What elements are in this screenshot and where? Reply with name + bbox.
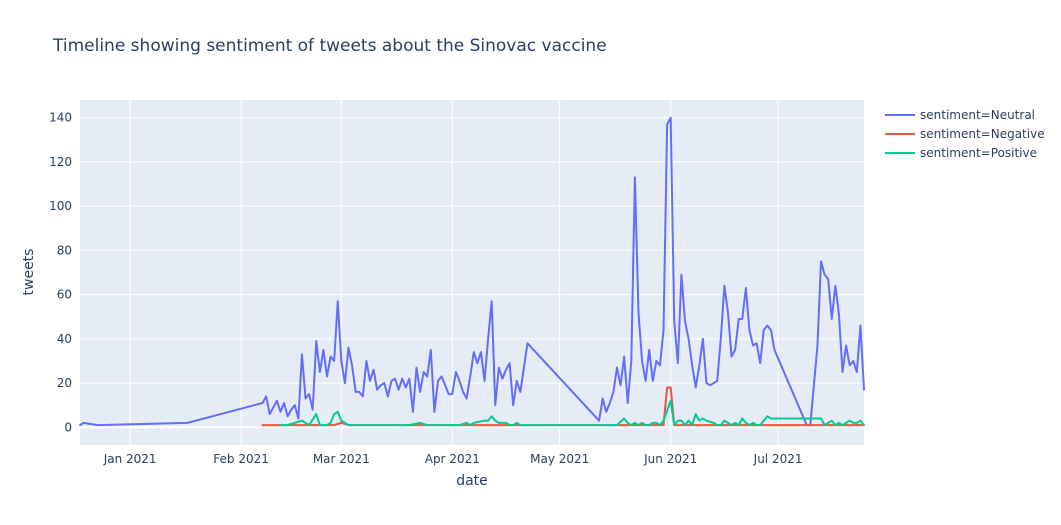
x-tick-label: Mar 2021 xyxy=(313,452,370,466)
x-tick-label: May 2021 xyxy=(530,452,589,466)
y-tick-label: 100 xyxy=(49,199,72,213)
series-line-positive xyxy=(279,399,865,427)
x-tick-label: Jan 2021 xyxy=(103,452,157,466)
y-tick-label: 140 xyxy=(49,111,72,125)
x-axis-ticks: Jan 2021 Feb 2021 Mar 2021 Apr 2021 May 2021… xyxy=(103,452,803,466)
y-tick-label: 80 xyxy=(57,243,72,257)
legend: sentiment=Neutral sentiment=Negative senti… xyxy=(885,108,1045,160)
y-tick-label: 20 xyxy=(57,376,72,390)
y-axis-title: tweets xyxy=(21,249,37,296)
x-tick-label: Feb 2021 xyxy=(213,452,269,466)
series-lines xyxy=(79,116,865,427)
series-line-neutral xyxy=(79,116,865,427)
chart-title: Timeline showing sentiment of tweets abo… xyxy=(52,36,607,56)
legend-label-neutral: sentiment=Neutral xyxy=(920,108,1035,122)
y-axis-ticks: 0 20 40 60 80 100 120 140 xyxy=(49,111,72,435)
legend-label-negative: sentiment=Negative xyxy=(920,127,1045,141)
x-tick-label: Jul 2021 xyxy=(753,452,803,466)
y-tick-label: 60 xyxy=(57,288,72,302)
y-tick-label: 120 xyxy=(49,155,72,169)
x-tick-label: Apr 2021 xyxy=(425,452,480,466)
y-tick-label: 40 xyxy=(57,332,72,346)
legend-label-positive: sentiment=Positive xyxy=(920,146,1037,160)
plot-area xyxy=(80,100,864,445)
x-axis-title: date xyxy=(456,473,488,489)
x-tick-label: Jun 2021 xyxy=(643,452,697,466)
y-tick-label: 0 xyxy=(64,420,72,434)
